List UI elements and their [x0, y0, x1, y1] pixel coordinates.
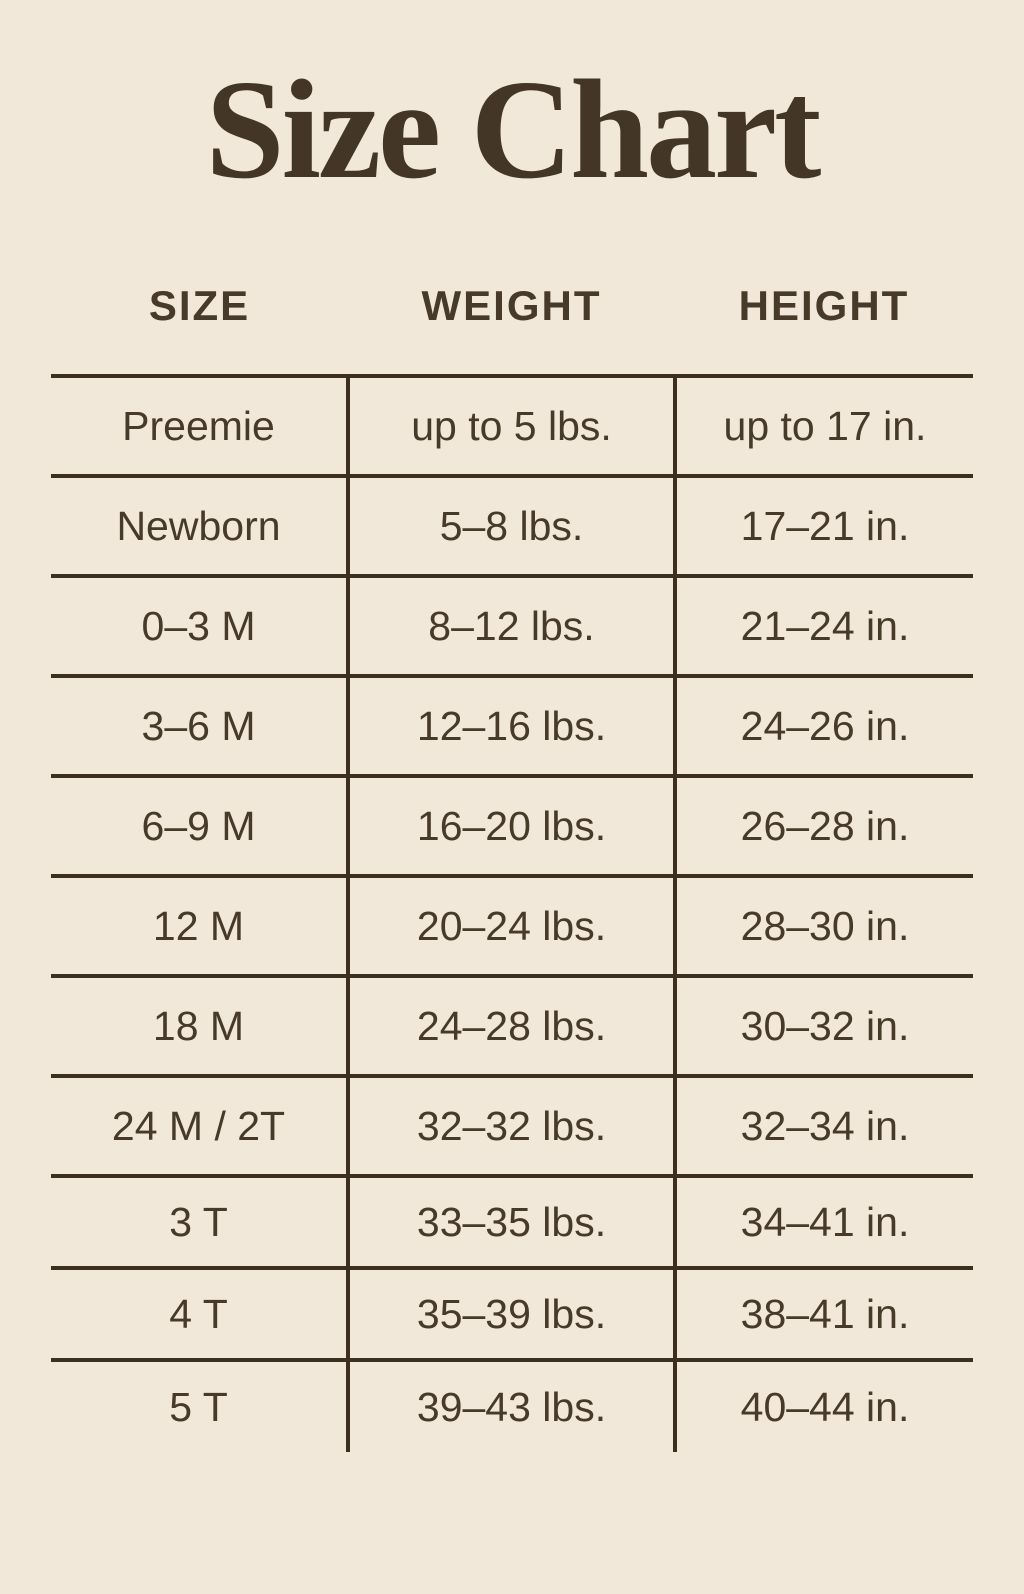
table-row: 6–9 M 16–20 lbs. 26–28 in.	[51, 774, 973, 876]
weight-cell: 20–24 lbs.	[346, 874, 675, 976]
weight-cell: 16–20 lbs.	[346, 774, 675, 876]
size-cell: 5 T	[51, 1358, 348, 1452]
weight-cell: 24–28 lbs.	[346, 974, 675, 1076]
weight-cell: 33–35 lbs.	[346, 1174, 675, 1268]
column-header-height: HEIGHT	[738, 282, 910, 329]
height-cell: 38–41 in.	[673, 1266, 973, 1360]
height-cell: 21–24 in.	[673, 574, 973, 676]
weight-cell: 35–39 lbs.	[346, 1266, 675, 1360]
table-row: 5 T 39–43 lbs. 40–44 in.	[51, 1358, 973, 1452]
height-cell: 24–26 in.	[673, 674, 973, 776]
weight-cell: 5–8 lbs.	[346, 474, 675, 576]
height-cell: 32–34 in.	[673, 1074, 973, 1176]
size-chart-page: Size Chart SIZE WEIGHT HEIGHT Preemie up …	[0, 58, 1024, 1594]
height-cell: 28–30 in.	[673, 874, 973, 976]
table-row: 18 M 24–28 lbs. 30–32 in.	[51, 974, 973, 1076]
table-row: 3 T 33–35 lbs. 34–41 in.	[51, 1174, 973, 1268]
size-cell: 18 M	[51, 974, 348, 1076]
height-cell: 40–44 in.	[673, 1358, 973, 1452]
table-row: 24 M / 2T 32–32 lbs. 32–34 in.	[51, 1074, 973, 1176]
page-title: Size Chart	[205, 50, 822, 208]
size-cell: Preemie	[51, 374, 348, 476]
weight-cell: up to 5 lbs.	[346, 374, 675, 476]
height-cell: 30–32 in.	[673, 974, 973, 1076]
weight-cell: 8–12 lbs.	[346, 574, 675, 676]
table-row: Newborn 5–8 lbs. 17–21 in.	[51, 474, 973, 576]
column-header-size: SIZE	[148, 282, 251, 329]
table-row: 12 M 20–24 lbs. 28–30 in.	[51, 874, 973, 976]
height-cell: 26–28 in.	[673, 774, 973, 876]
column-header-weight: WEIGHT	[421, 282, 602, 329]
size-cell: 0–3 M	[51, 574, 348, 676]
size-table-header: SIZE WEIGHT HEIGHT	[51, 200, 973, 376]
weight-cell: 12–16 lbs.	[346, 674, 675, 776]
table-row: 3–6 M 12–16 lbs. 24–26 in.	[51, 674, 973, 776]
height-cell: up to 17 in.	[673, 374, 973, 476]
table-row: 4 T 35–39 lbs. 38–41 in.	[51, 1266, 973, 1360]
size-cell: 12 M	[51, 874, 348, 976]
header-row: SIZE WEIGHT HEIGHT	[51, 200, 973, 376]
size-cell: Newborn	[51, 474, 348, 576]
table-row: 0–3 M 8–12 lbs. 21–24 in.	[51, 574, 973, 676]
table-row: Preemie up to 5 lbs. up to 17 in.	[51, 374, 973, 476]
size-cell: 6–9 M	[51, 774, 348, 876]
height-cell: 34–41 in.	[673, 1174, 973, 1268]
size-cell: 4 T	[51, 1266, 348, 1360]
height-cell: 17–21 in.	[673, 474, 973, 576]
size-cell: 24 M / 2T	[51, 1074, 348, 1176]
weight-cell: 32–32 lbs.	[346, 1074, 675, 1176]
size-cell: 3 T	[51, 1174, 348, 1268]
size-cell: 3–6 M	[51, 674, 348, 776]
weight-cell: 39–43 lbs.	[346, 1358, 675, 1452]
size-chart-table: SIZE WEIGHT HEIGHT Preemie up to 5 lbs. up…	[51, 200, 973, 1452]
size-table-body: Preemie up to 5 lbs. up to 17 in. Newborn 5–…	[51, 374, 973, 1452]
